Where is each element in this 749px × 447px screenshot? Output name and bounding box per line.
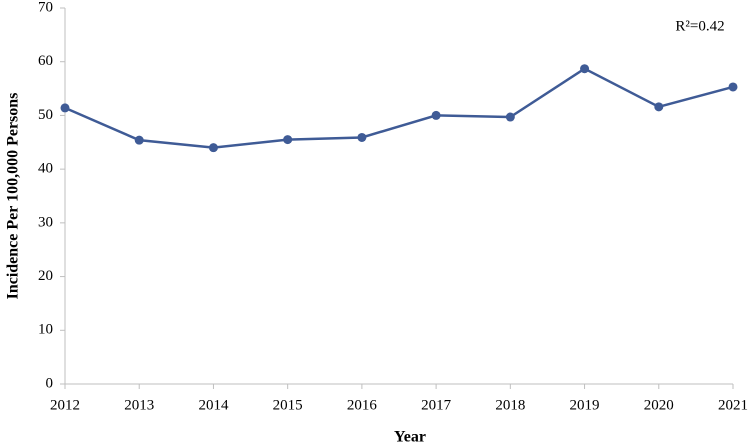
x-tick-label: 2021 [718, 397, 748, 413]
y-tick-label: 40 [38, 161, 53, 177]
line [64, 67, 734, 149]
y-tick-label: 50 [38, 107, 53, 123]
y-tick-label: 0 [46, 375, 54, 391]
point [728, 82, 738, 92]
x-tick-label: 2013 [124, 397, 154, 413]
y-tick-label: 10 [38, 322, 53, 338]
x-axis-title: Year [394, 429, 426, 446]
annotation: R²=0.42 [675, 18, 724, 34]
x-tick-label: 2019 [570, 397, 600, 413]
x-tick-label: 2012 [50, 397, 80, 413]
x-tick-label: 2017 [421, 397, 452, 413]
point [505, 112, 515, 122]
y-tick-label: 70 [38, 0, 53, 15]
point [283, 135, 293, 145]
point [208, 143, 218, 153]
point [654, 102, 664, 112]
point [357, 132, 367, 142]
x-tick-label: 2018 [495, 397, 525, 413]
y-axis-title: Incidence Per 100,000 Persons [5, 93, 22, 300]
point [60, 103, 70, 113]
point [134, 135, 144, 145]
point [580, 64, 590, 74]
x-tick-label: 2014 [198, 397, 229, 413]
y-tick-label: 30 [38, 214, 53, 230]
x-tick-label: 2015 [273, 397, 303, 413]
x-tick-label: 2016 [347, 397, 378, 413]
y-tick-label: 60 [38, 53, 53, 69]
x-tick-label: 2020 [644, 397, 674, 413]
y-tick-label: 20 [38, 268, 53, 284]
point [431, 110, 441, 120]
